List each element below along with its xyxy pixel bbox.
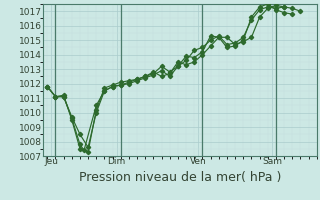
X-axis label: Pression niveau de la mer( hPa ): Pression niveau de la mer( hPa ) — [79, 171, 281, 184]
